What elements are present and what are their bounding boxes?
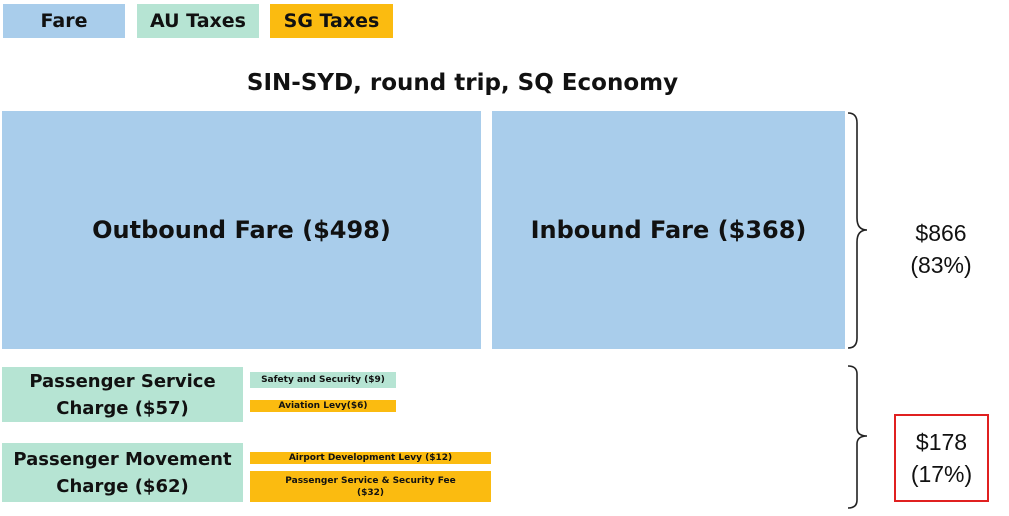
legend-au-taxes-label: AU Taxes: [150, 10, 246, 32]
fares-total-percent: (83%): [910, 252, 972, 278]
passenger-service-security-fee-line2: ($32): [356, 487, 384, 498]
legend-sg-taxes-label: SG Taxes: [283, 10, 380, 32]
passenger-service-charge-line1: Passenger Service: [29, 370, 216, 392]
aviation-levy-block: Aviation Levy($6): [250, 400, 396, 412]
diagram-title: SIN-SYD, round trip, SQ Economy: [246, 70, 679, 96]
airport-development-levy-block: Airport Development Levy ($12): [250, 452, 491, 464]
taxes-total-percent: (17%): [910, 461, 973, 487]
passenger-service-security-fee-block: Passenger Service & Security Fee ($32): [250, 471, 491, 502]
taxes-brace: [847, 365, 868, 509]
safety-security-label: Safety and Security ($9): [261, 375, 385, 385]
passenger-service-security-fee-line1: Passenger Service & Security Fee: [285, 475, 456, 486]
taxes-total: $178 (17%): [894, 414, 989, 502]
passenger-service-charge-line2: Charge ($57): [56, 397, 189, 419]
airport-development-levy-label: Airport Development Levy ($12): [288, 453, 453, 463]
taxes-total-amount: $178: [915, 429, 968, 455]
fares-brace: [847, 112, 868, 349]
inbound-fare-block: Inbound Fare ($368): [492, 111, 845, 349]
legend-fare-label: Fare: [40, 10, 88, 32]
passenger-movement-charge-line1: Passenger Movement: [13, 448, 232, 470]
aviation-levy-label: Aviation Levy($6): [278, 401, 368, 411]
safety-security-block: Safety and Security ($9): [250, 372, 396, 388]
inbound-fare-label: Inbound Fare ($368): [530, 216, 807, 244]
passenger-movement-charge-block: Passenger Movement Charge ($62): [2, 443, 243, 502]
fares-total-amount: $866: [915, 220, 967, 246]
outbound-fare-label: Outbound Fare ($498): [92, 216, 391, 244]
passenger-movement-charge-line2: Charge ($62): [56, 475, 189, 497]
legend-au-taxes: AU Taxes: [137, 4, 259, 38]
outbound-fare-block: Outbound Fare ($498): [2, 111, 481, 349]
braces: [847, 112, 868, 509]
passenger-service-charge-block: Passenger Service Charge ($57): [2, 367, 243, 422]
legend-fare: Fare: [3, 4, 125, 38]
legend-sg-taxes: SG Taxes: [270, 4, 393, 38]
fares-total: $866 (83%): [887, 214, 995, 284]
